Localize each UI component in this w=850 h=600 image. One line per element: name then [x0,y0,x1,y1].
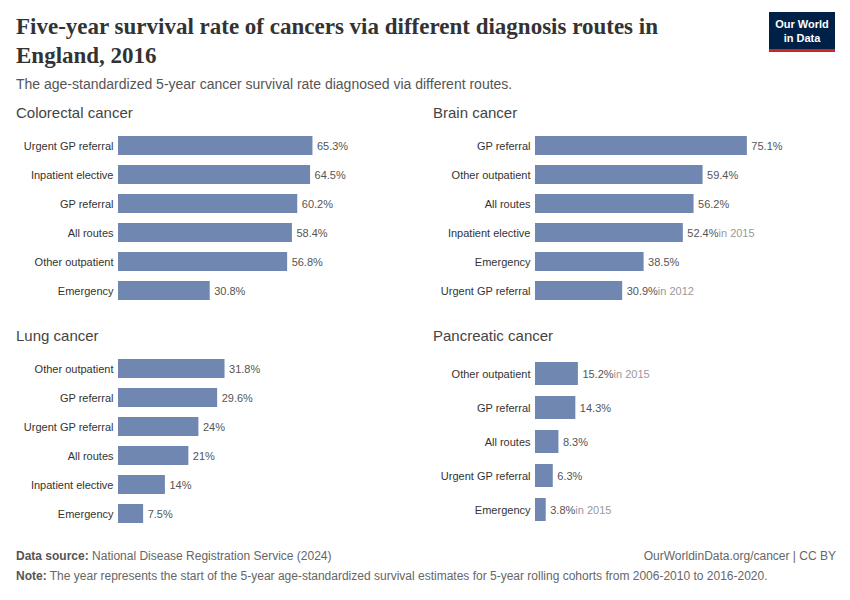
svg-text:56.8%: 56.8% [292,256,323,268]
html-text:OurWorldinData.org/cancer | CC: OurWorldinData.org/cancer | CC BY [643,549,836,563]
svg-text:15.2%: 15.2% [582,368,613,380]
html-text:Note: The year represents the: Note: The year represents the start of t… [16,569,768,583]
svg-text:30.9%: 30.9% [627,285,658,297]
svg-text:Inpatient elective: Inpatient elective [31,169,114,181]
svg-text:75.1%: 75.1% [751,140,782,152]
svg-text:Inpatient elective: Inpatient elective [31,479,114,491]
svg-text:8.3%: 8.3% [563,436,588,448]
html-text:Our World: Our World [775,18,829,30]
html-text:Five-year survival rate of can: Five-year survival rate of cancers via d… [16,14,658,68]
svg-text:60.2%: 60.2% [302,198,333,210]
html-text:The age-standardized 5-year ca: The age-standardized 5-year cancer survi… [16,76,513,92]
svg-text:GP referral: GP referral [477,402,531,414]
svg-text:14.3%: 14.3% [580,402,611,414]
svg-text:Inpatient elective: Inpatient elective [448,227,531,239]
svg-text:21%: 21% [193,450,215,462]
svg-text:65.3%: 65.3% [317,140,348,152]
svg-text:24%: 24% [203,421,225,433]
html-text:Data source: National Disease: Data source: National Disease Registrati… [16,549,332,563]
svg-text:7.5%: 7.5% [148,508,173,520]
svg-text:in 2015: in 2015 [575,504,611,516]
svg-text:64.5%: 64.5% [315,169,346,181]
svg-text:29.6%: 29.6% [222,392,253,404]
svg-text:38.5%: 38.5% [648,256,679,268]
svg-text:Other outpatient: Other outpatient [452,368,531,380]
svg-text:GP referral: GP referral [60,198,114,210]
svg-text:6.3%: 6.3% [557,470,582,482]
svg-text:Urgent GP referral: Urgent GP referral [441,285,531,297]
svg-text:Emergency: Emergency [58,285,114,297]
svg-text:59.4%: 59.4% [707,169,738,181]
svg-text:Other outpatient: Other outpatient [35,256,114,268]
svg-text:30.8%: 30.8% [214,285,245,297]
svg-text:Emergency: Emergency [58,508,114,520]
svg-text:GP referral: GP referral [477,140,531,152]
svg-text:in 2015: in 2015 [614,368,650,380]
svg-text:52.4%: 52.4% [687,227,718,239]
svg-text:Emergency: Emergency [475,256,531,268]
html-text:Brain cancer: Brain cancer [433,104,518,121]
html-text:Colorectal cancer: Colorectal cancer [16,104,133,121]
svg-text:Urgent GP referral: Urgent GP referral [24,140,114,152]
svg-text:Other outpatient: Other outpatient [35,363,114,375]
svg-text:All routes: All routes [485,436,531,448]
svg-text:All routes: All routes [68,450,114,462]
svg-text:31.8%: 31.8% [229,363,260,375]
svg-text:14%: 14% [169,479,191,491]
svg-text:in 2012: in 2012 [658,285,694,297]
html-text:Pancreatic cancer: Pancreatic cancer [433,327,554,344]
svg-text:All routes: All routes [485,198,531,210]
svg-text:Urgent GP referral: Urgent GP referral [24,421,114,433]
svg-text:58.4%: 58.4% [296,227,327,239]
html-text:in Data: in Data [783,32,821,44]
svg-text:All routes: All routes [68,227,114,239]
html-text:Lung cancer: Lung cancer [16,327,99,344]
svg-text:Urgent GP referral: Urgent GP referral [441,470,531,482]
svg-text:56.2%: 56.2% [698,198,729,210]
svg-text:3.8%: 3.8% [550,504,575,516]
svg-text:Other outpatient: Other outpatient [452,169,531,181]
svg-text:in 2015: in 2015 [719,227,755,239]
svg-text:Emergency: Emergency [475,504,531,516]
svg-text:GP referral: GP referral [60,392,114,404]
